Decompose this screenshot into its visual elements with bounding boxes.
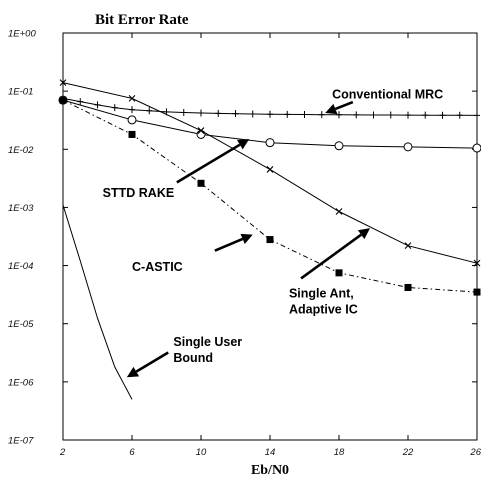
data-point-plus [318,111,325,119]
y-tick-label: 1E+00 [8,29,36,40]
data-point-plus [94,101,101,109]
data-point-plus [232,110,239,118]
data-point-plus [387,111,394,119]
annotation-arrow-head [237,139,250,150]
data-point-circle [472,143,481,153]
data-point-circle [403,142,413,152]
y-tick-label: 1E-02 [8,145,34,156]
data-point-x [404,242,412,250]
annotation-arrow-shaft [176,143,241,184]
data-point-x [335,208,343,215]
data-point-plus [370,111,377,119]
data-point-square [266,236,274,244]
annotation-layer: Conventional MRC STTD RAKE C-ASTIC Single A… [103,87,443,378]
data-point-x [266,166,274,173]
annotation-arrow-shaft [334,100,354,111]
data-point-plus [353,111,360,119]
x-tick-label: 22 [402,447,414,458]
series-5 [62,204,133,400]
chart-title: Bit Error Rate [95,12,189,28]
data-point-plus [77,98,84,106]
x-tick-label: 6 [129,447,135,458]
annotation-arrow-head [240,233,253,245]
data-point-plus [439,111,446,119]
annotation-text: Single Ant, [289,287,354,301]
series-layer [58,79,481,400]
series-line [62,204,133,400]
annotation-arrow-shaft [135,351,169,373]
data-point-plus [474,111,480,119]
data-point-plus [129,106,135,114]
data-point-circle [127,115,137,125]
y-tick-label: 1E-04 [8,261,33,272]
data-point-square [128,130,136,138]
data-point-square [197,179,205,187]
x-tick-label: 14 [265,447,276,458]
annotation-arrow-shaft [300,233,362,280]
data-point-plus [267,110,273,118]
annotation-arrow-head [126,366,140,378]
data-point-square [335,269,343,277]
annotation-text: Conventional MRC [332,87,443,101]
x-tick-label: 18 [334,447,345,458]
annotation-text: Single User [173,335,242,349]
data-point-plus [301,111,308,119]
annotation-text: Bound [173,351,213,365]
x-axis-ticks: 2 6 10 14 18 22 26 [59,33,481,458]
data-point-circle [265,138,275,148]
data-point-plus [336,111,342,119]
data-point-plus [405,111,411,119]
annotation-3: C-ASTIC [132,233,253,274]
series-3 [59,79,481,267]
annotation-5: Single User Bound [126,335,242,378]
annotation-2: STTD RAKE [103,139,250,200]
y-tick-label: 1E-06 [8,377,34,388]
data-point-plus [198,109,204,117]
annotation-arrow-head [357,228,371,240]
data-point-plus [146,107,153,115]
annotation-1: Conventional MRC [325,87,443,115]
data-point-x [473,259,481,267]
annotation-text: C-ASTIC [132,260,183,274]
data-point-plus [180,108,187,116]
data-point-x [128,95,136,102]
data-point-plus [456,111,463,119]
data-point-plus [249,110,256,118]
y-axis-ticks: 1E+00 1E-01 1E-02 1E-03 1E-04 1E-05 1E-06 1E-07 [8,29,477,447]
data-point-plus [215,109,222,117]
y-tick-label: 1E-01 [8,87,33,98]
data-point-plus [111,104,118,112]
data-point-plus [422,111,429,119]
annotation-text: Adaptive IC [289,303,358,317]
data-point-plus [284,110,291,118]
data-point-x [59,79,67,87]
annotation-arrow-head [325,103,338,115]
y-tick-label: 1E-05 [8,319,34,330]
data-point-x [197,127,205,134]
annotation-text: STTD RAKE [103,186,175,200]
x-tick-label: 2 [59,447,66,458]
series-4 [59,96,481,296]
y-tick-label: 1E-03 [8,203,34,214]
data-point-square [404,283,412,291]
x-tick-label: 10 [196,447,207,458]
data-point-square [473,288,481,296]
series-2 [58,95,481,153]
data-point-square [59,96,67,104]
data-point-circle [334,141,344,151]
annotation-arrow-shaft [214,237,244,252]
x-tick-label: 26 [469,447,481,458]
annotation-4: Single Ant, Adaptive IC [289,228,371,317]
y-tick-label: 1E-07 [8,436,34,447]
x-axis-label: Eb/N0 [251,463,289,478]
